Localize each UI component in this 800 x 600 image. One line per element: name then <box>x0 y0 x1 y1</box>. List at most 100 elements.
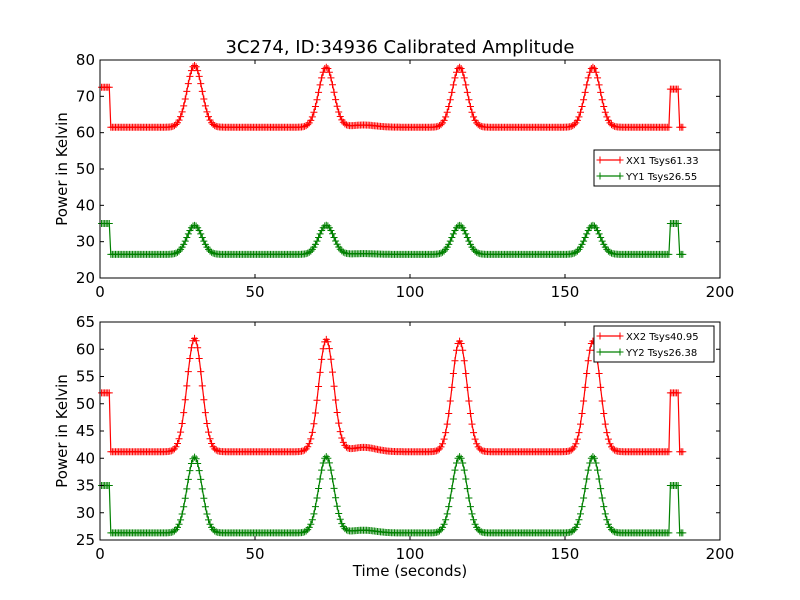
data-point <box>584 466 592 474</box>
data-point <box>342 121 350 129</box>
data-point <box>342 526 350 534</box>
data-point <box>567 122 575 130</box>
data-point <box>443 108 451 116</box>
data-point <box>327 226 335 234</box>
data-point <box>170 527 178 535</box>
x-axis-label: Time (seconds) <box>352 562 468 580</box>
data-point <box>181 494 189 502</box>
data-point <box>206 520 214 528</box>
y-tick-label: 25 <box>76 531 95 549</box>
data-point <box>449 475 457 483</box>
data-point <box>332 237 340 245</box>
data-point <box>434 446 442 454</box>
data-point <box>205 245 212 253</box>
x-tick-label: 200 <box>706 545 735 563</box>
legend-label: YY1 Tsys26.55 <box>625 172 697 183</box>
x-tick-label: 50 <box>245 283 264 301</box>
y-tick-label: 65 <box>76 313 95 331</box>
x-tick-label: 200 <box>706 283 735 301</box>
data-point <box>584 357 592 365</box>
data-point <box>590 222 598 230</box>
data-point <box>200 237 208 245</box>
data-point <box>456 63 464 71</box>
data-point <box>184 230 192 238</box>
data-point <box>440 116 448 124</box>
data-point <box>577 108 584 116</box>
x-tick-label: 100 <box>396 545 425 563</box>
data-point <box>462 81 470 89</box>
data-point <box>468 108 476 116</box>
data-point <box>195 467 203 475</box>
data-point <box>451 357 459 365</box>
data-point <box>476 527 484 535</box>
data-point <box>440 435 448 443</box>
data-point <box>169 122 177 130</box>
data-point <box>451 74 459 82</box>
data-point <box>665 529 673 537</box>
data-point <box>319 345 327 353</box>
data-point <box>181 237 189 245</box>
data-point <box>446 494 454 502</box>
data-point <box>577 510 584 518</box>
data-point <box>439 440 447 448</box>
data-point <box>598 494 606 502</box>
legend-marker <box>596 156 604 164</box>
data-point <box>302 527 310 535</box>
legend-marker <box>616 172 624 180</box>
data-point <box>573 116 581 124</box>
data-point <box>460 357 468 365</box>
data-point <box>336 428 344 436</box>
data-point <box>208 248 216 256</box>
data-point <box>477 528 485 536</box>
data-point <box>206 435 214 443</box>
data-point <box>177 428 185 436</box>
data-point <box>201 409 209 417</box>
data-point <box>319 68 327 76</box>
legend: XX1 Tsys61.33 YY1 Tsys26.55 <box>593 149 721 187</box>
data-point <box>178 419 186 427</box>
data-point <box>606 248 614 256</box>
data-point <box>598 96 606 104</box>
data-point <box>304 443 312 451</box>
data-point <box>322 63 330 71</box>
y-tick-label: 70 <box>76 87 95 105</box>
data-point <box>679 250 687 258</box>
data-point <box>459 459 467 467</box>
data-point <box>570 443 578 451</box>
data-point <box>310 108 318 116</box>
data-point <box>435 527 443 535</box>
data-point <box>318 466 326 474</box>
data-point <box>205 113 212 121</box>
data-point <box>597 485 605 493</box>
data-point <box>462 475 470 483</box>
data-point <box>465 494 473 502</box>
data-point <box>449 81 457 89</box>
data-point <box>191 61 199 69</box>
data-point <box>315 233 323 241</box>
data-point <box>459 346 467 354</box>
data-point <box>197 475 205 483</box>
data-point <box>595 230 603 238</box>
data-point <box>594 466 602 474</box>
data-point <box>595 81 603 89</box>
data-point <box>473 248 481 256</box>
data-point <box>471 435 479 443</box>
series-1 <box>98 453 687 537</box>
data-point <box>448 485 456 493</box>
x-tick-label: 50 <box>245 545 264 563</box>
data-point <box>304 121 312 129</box>
legend-marker <box>596 172 604 180</box>
data-point <box>311 503 319 511</box>
data-point <box>448 383 456 391</box>
data-point <box>319 459 327 467</box>
data-point <box>581 383 589 391</box>
data-point <box>327 466 335 474</box>
data-point <box>448 233 456 241</box>
series-0 <box>98 61 687 131</box>
data-point <box>192 63 200 71</box>
data-point <box>453 68 460 76</box>
data-point <box>307 520 315 528</box>
data-point <box>198 87 206 95</box>
data-point <box>432 528 440 536</box>
data-point <box>212 528 220 536</box>
